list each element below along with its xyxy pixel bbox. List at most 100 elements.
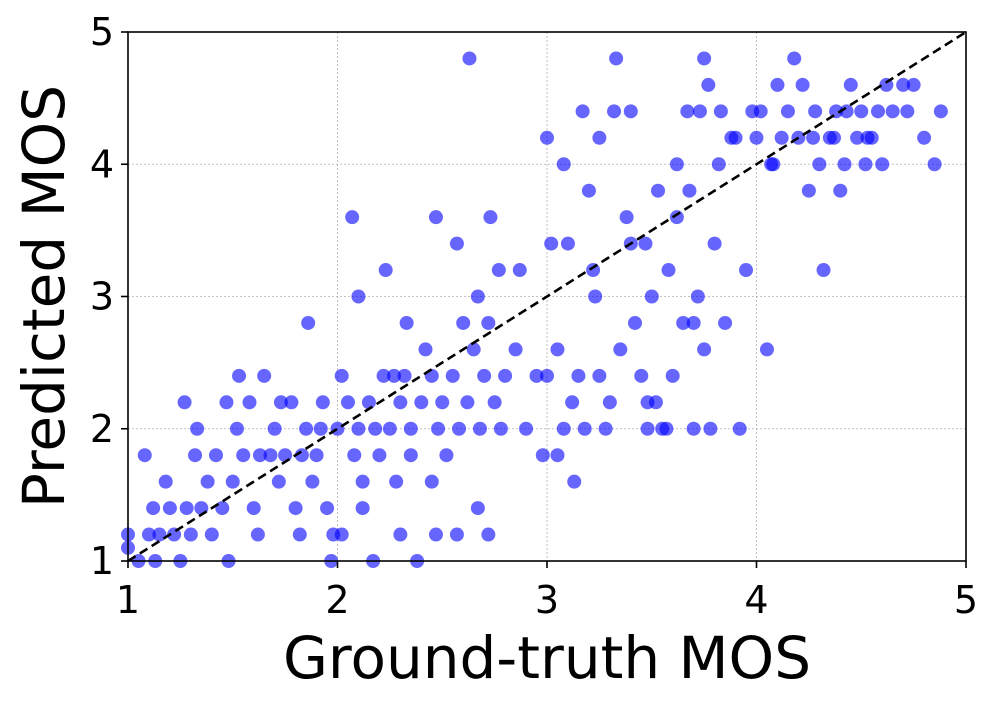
data-point (933, 104, 948, 119)
data-point (686, 421, 701, 436)
data-point (638, 236, 653, 251)
data-point (483, 210, 498, 225)
data-point (753, 104, 768, 119)
x-tick-label: 4 (744, 578, 768, 622)
data-point (183, 527, 198, 542)
data-point (397, 368, 412, 383)
data-point (749, 130, 764, 145)
data-point (431, 421, 446, 436)
data-point (355, 474, 370, 489)
data-point (556, 157, 571, 172)
data-point (571, 368, 586, 383)
data-point (204, 527, 219, 542)
data-point (393, 395, 408, 410)
data-point (592, 368, 607, 383)
data-point (208, 448, 223, 463)
data-point (512, 263, 527, 278)
data-point (602, 395, 617, 410)
data-point (703, 421, 718, 436)
data-point (246, 501, 261, 516)
data-point (305, 474, 320, 489)
data-point (378, 263, 393, 278)
data-point (540, 368, 554, 383)
data-point (414, 395, 429, 410)
y-axis-label: Predicted MOS (10, 85, 78, 508)
data-point (827, 130, 842, 145)
data-point (345, 210, 360, 225)
data-point (372, 448, 387, 463)
data-point (659, 421, 674, 436)
data-points (121, 51, 948, 568)
data-point (470, 289, 485, 304)
data-point (393, 527, 408, 542)
data-point (885, 104, 900, 119)
data-point (900, 104, 915, 119)
data-point (491, 263, 506, 278)
data-point (661, 263, 676, 278)
data-point (623, 104, 638, 119)
data-point (871, 104, 886, 119)
data-point (403, 421, 418, 436)
data-point (472, 421, 487, 436)
data-point (313, 421, 328, 436)
data-point (812, 157, 827, 172)
data-point (651, 183, 666, 198)
data-point (188, 448, 203, 463)
data-point (808, 104, 823, 119)
data-point (565, 395, 580, 410)
data-point (219, 395, 234, 410)
data-point (445, 368, 460, 383)
y-tick-label: 4 (90, 142, 114, 186)
data-point (424, 474, 439, 489)
data-point (190, 421, 205, 436)
data-point (839, 104, 854, 119)
data-point (795, 77, 810, 92)
data-point (481, 315, 496, 330)
data-point (334, 527, 349, 542)
data-point (232, 368, 247, 383)
data-point (917, 130, 932, 145)
data-point (544, 236, 559, 251)
data-point (351, 421, 366, 436)
data-point (644, 289, 659, 304)
data-point (242, 395, 257, 410)
x-tick-label: 3 (535, 578, 559, 622)
data-point (759, 342, 774, 357)
data-point (452, 421, 467, 436)
data-point (669, 157, 684, 172)
data-point (250, 527, 265, 542)
data-point (598, 421, 613, 436)
data-point (875, 157, 890, 172)
data-point (577, 421, 592, 436)
data-point (927, 157, 942, 172)
data-point (707, 236, 722, 251)
data-point (560, 236, 575, 251)
data-point (428, 527, 443, 542)
data-point (529, 368, 544, 383)
data-point (449, 527, 464, 542)
data-point (481, 527, 496, 542)
data-point (355, 501, 370, 516)
data-point (833, 183, 848, 198)
data-point (477, 368, 492, 383)
data-point (152, 527, 167, 542)
data-point (609, 51, 624, 66)
data-point (619, 210, 634, 225)
data-point (701, 77, 716, 92)
data-point (229, 421, 244, 436)
data-point (586, 263, 601, 278)
data-point (627, 315, 642, 330)
data-point (462, 51, 477, 66)
y-axis-ticks: 1 2 3 4 5 (90, 10, 128, 583)
data-point (732, 421, 747, 436)
data-point (158, 474, 173, 489)
data-point (320, 501, 335, 516)
data-point (739, 263, 754, 278)
data-point (382, 421, 397, 436)
data-point (682, 183, 697, 198)
data-point (487, 395, 502, 410)
data-point (713, 104, 728, 119)
data-point (470, 501, 485, 516)
data-point (718, 315, 733, 330)
